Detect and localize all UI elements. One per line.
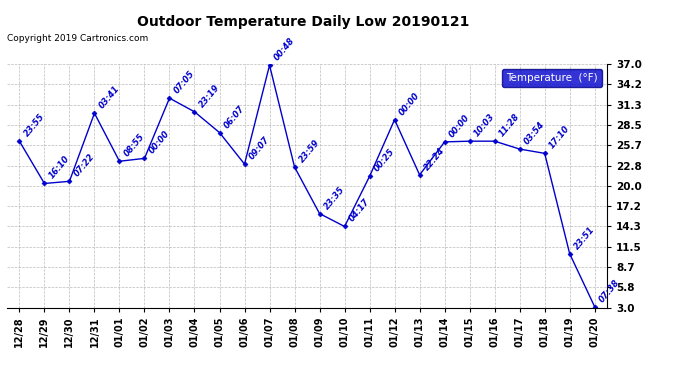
Text: 23:51: 23:51 <box>573 225 597 251</box>
Text: 07:22: 07:22 <box>72 152 97 178</box>
Text: 08:55: 08:55 <box>122 132 146 159</box>
Text: 23:19: 23:19 <box>197 82 221 109</box>
Text: 23:59: 23:59 <box>297 138 322 164</box>
Text: Copyright 2019 Cartronics.com: Copyright 2019 Cartronics.com <box>7 34 148 43</box>
Text: 22:24: 22:24 <box>422 146 446 172</box>
Legend: Temperature  (°F): Temperature (°F) <box>502 69 602 87</box>
Text: 03:54: 03:54 <box>522 120 546 146</box>
Text: 03:41: 03:41 <box>97 84 121 111</box>
Text: 00:00: 00:00 <box>397 90 422 117</box>
Text: 00:25: 00:25 <box>373 147 397 174</box>
Text: 00:48: 00:48 <box>273 36 297 62</box>
Text: 11:28: 11:28 <box>497 112 522 138</box>
Text: Outdoor Temperature Daily Low 20190121: Outdoor Temperature Daily Low 20190121 <box>137 15 470 29</box>
Text: 23:35: 23:35 <box>322 184 346 211</box>
Text: 09:07: 09:07 <box>247 135 271 161</box>
Text: 10:03: 10:03 <box>473 112 497 138</box>
Text: 04:17: 04:17 <box>347 197 371 224</box>
Text: 23:55: 23:55 <box>22 112 46 138</box>
Text: 00:00: 00:00 <box>147 129 171 156</box>
Text: 06:07: 06:07 <box>222 104 246 130</box>
Text: 00:00: 00:00 <box>447 113 471 139</box>
Text: 07:05: 07:05 <box>172 69 197 95</box>
Text: 07:38: 07:38 <box>598 278 622 304</box>
Text: 16:10: 16:10 <box>47 154 71 181</box>
Text: 17:10: 17:10 <box>547 124 571 151</box>
